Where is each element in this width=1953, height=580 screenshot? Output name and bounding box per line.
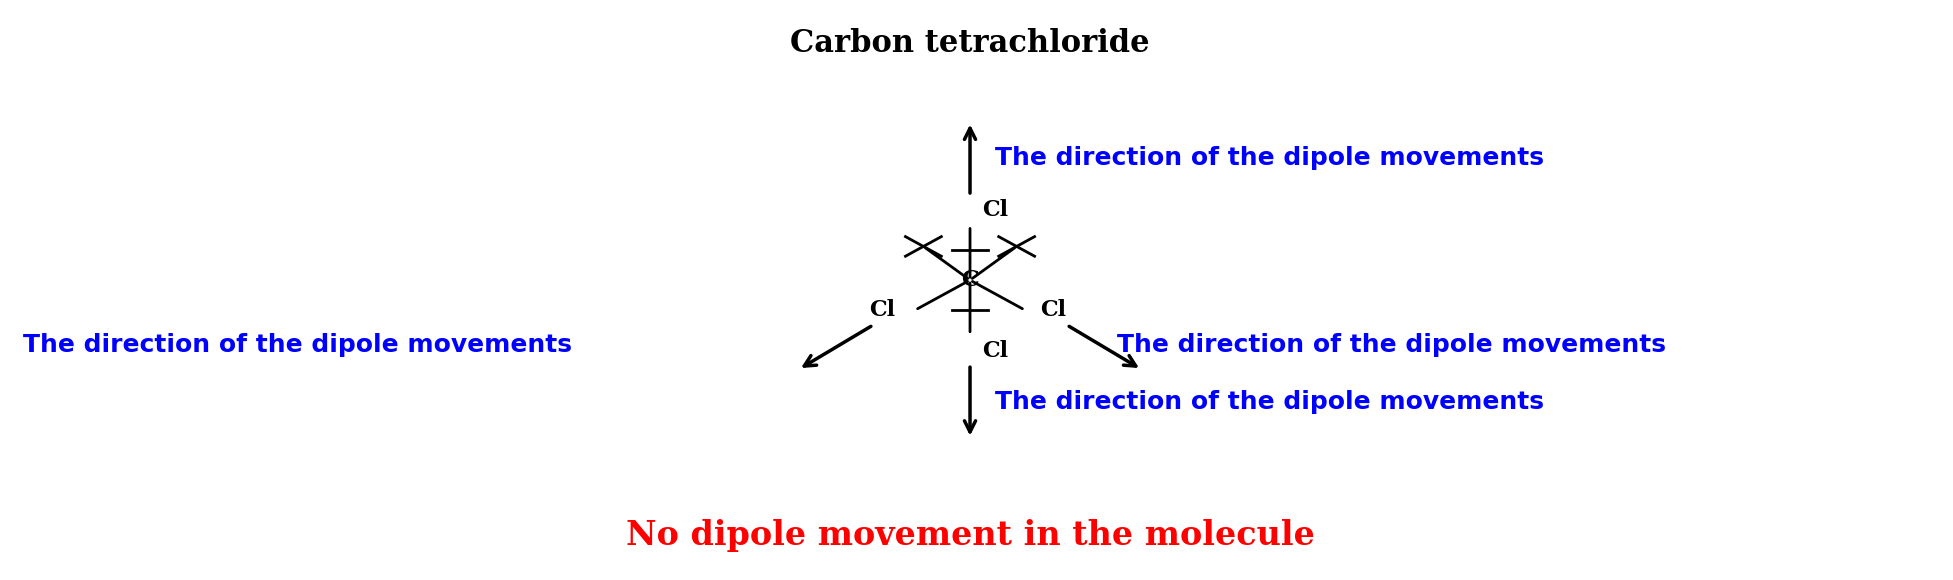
Text: Cl: Cl <box>869 299 894 321</box>
Text: Cl: Cl <box>982 199 1008 220</box>
Text: No dipole movement in the molecule: No dipole movement in the molecule <box>625 520 1314 553</box>
Text: Cl: Cl <box>982 339 1008 361</box>
Text: The direction of the dipole movements: The direction of the dipole movements <box>1117 333 1666 357</box>
Text: The direction of the dipole movements: The direction of the dipole movements <box>994 390 1545 414</box>
Text: Carbon tetrachloride: Carbon tetrachloride <box>791 27 1150 59</box>
Text: The direction of the dipole movements: The direction of the dipole movements <box>994 146 1545 171</box>
Text: C: C <box>961 269 978 291</box>
Text: Cl: Cl <box>1039 299 1066 321</box>
Text: The direction of the dipole movements: The direction of the dipole movements <box>23 333 572 357</box>
